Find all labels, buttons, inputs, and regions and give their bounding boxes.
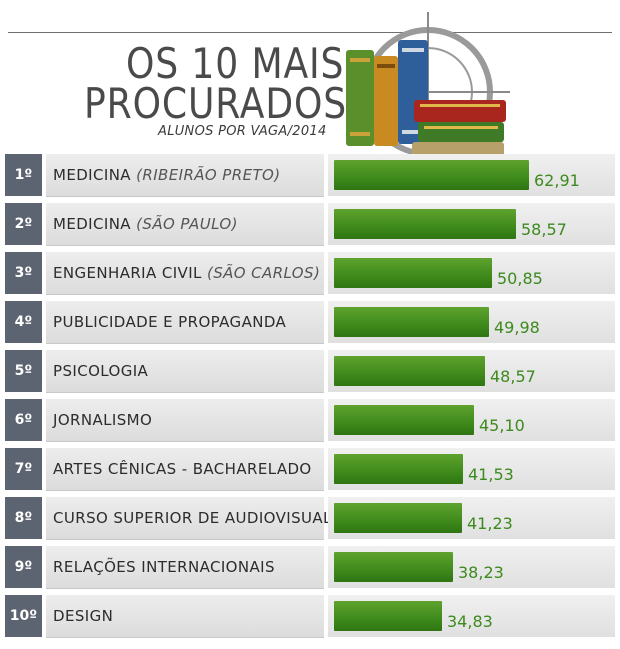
label-box	[46, 252, 324, 294]
ranking-row: 9º RELAÇÕES INTERNACIONAIS 38,23	[5, 546, 615, 588]
course-label: JORNALISMO	[53, 399, 152, 441]
course-location: (SÃO CARLOS)	[201, 264, 321, 282]
course-name: DESIGN	[53, 607, 114, 625]
value-label: 38,23	[458, 563, 504, 582]
ranking-row: 6º JORNALISMO 45,10	[5, 399, 615, 441]
rank-badge: 5º	[5, 350, 42, 392]
rank-badge: 10º	[5, 595, 42, 637]
course-name: RELAÇÕES INTERNACIONAIS	[53, 558, 275, 576]
course-name: ARTES CÊNICAS - BACHARELADO	[53, 460, 312, 478]
value-bar	[334, 454, 463, 484]
value-label: 50,85	[497, 269, 543, 288]
rank-badge: 8º	[5, 497, 42, 539]
ranking-row: 1º MEDICINA (RIBEIRÃO PRETO) 62,91	[5, 154, 615, 196]
value-bar	[334, 356, 485, 386]
rank-badge: 4º	[5, 301, 42, 343]
label-box	[46, 301, 324, 343]
label-box	[46, 546, 324, 588]
value-bar	[334, 209, 516, 239]
label-box	[46, 497, 324, 539]
rank-badge: 7º	[5, 448, 42, 490]
course-label: PSICOLOGIA	[53, 350, 148, 392]
books-target-icon	[346, 12, 510, 172]
rank-badge: 3º	[5, 252, 42, 294]
value-label: 41,23	[467, 514, 513, 533]
ranking-row: 2º MEDICINA (SÃO PAULO) 58,57	[5, 203, 615, 245]
title-line-2: PROCURADOS	[84, 79, 348, 128]
course-name: JORNALISMO	[53, 411, 153, 429]
course-name: PSICOLOGIA	[53, 362, 149, 380]
value-label: 48,57	[490, 367, 536, 386]
value-bar	[334, 601, 442, 631]
value-label: 62,91	[534, 171, 580, 190]
course-label: CURSO SUPERIOR DE AUDIOVISUAL	[53, 497, 332, 539]
course-name: MEDICINA	[53, 166, 131, 184]
course-label: DESIGN	[53, 595, 113, 637]
ranking-row: 10º DESIGN 34,83	[5, 595, 615, 637]
ranking-row: 4º PUBLICIDADE E PROPAGANDA 49,98	[5, 301, 615, 343]
subtitle: ALUNOS POR VAGA/2014	[158, 124, 327, 139]
course-label: ARTES CÊNICAS - BACHARELADO	[53, 448, 312, 490]
ranking-row: 7º ARTES CÊNICAS - BACHARELADO 41,53	[5, 448, 615, 490]
rank-badge: 6º	[5, 399, 42, 441]
value-bar	[334, 258, 492, 288]
label-box	[46, 448, 324, 490]
course-name: CURSO SUPERIOR DE AUDIOVISUAL	[53, 509, 332, 527]
course-label: RELAÇÕES INTERNACIONAIS	[53, 546, 275, 588]
ranking-row: 5º PSICOLOGIA 48,57	[5, 350, 615, 392]
value-bar	[334, 405, 474, 435]
label-box	[46, 154, 324, 196]
value-label: 45,10	[479, 416, 525, 435]
rank-badge: 9º	[5, 546, 42, 588]
title-line-1: OS 10 MAIS	[126, 39, 345, 88]
value-label: 49,98	[494, 318, 540, 337]
value-label: 41,53	[468, 465, 514, 484]
value-label: 58,57	[521, 220, 567, 239]
rank-badge: 2º	[5, 203, 42, 245]
course-location: (SÃO PAULO)	[130, 215, 238, 233]
value-bar	[334, 307, 489, 337]
label-box	[46, 595, 324, 637]
course-label: MEDICINA (RIBEIRÃO PRETO)	[53, 154, 280, 196]
rank-badge: 1º	[5, 154, 42, 196]
ranking-row: 8º CURSO SUPERIOR DE AUDIOVISUAL 41,23	[5, 497, 615, 539]
label-box	[46, 399, 324, 441]
value-bar	[334, 503, 462, 533]
top-divider	[8, 32, 612, 33]
value-label: 34,83	[447, 612, 493, 631]
value-bar	[334, 552, 453, 582]
course-name: MEDICINA	[53, 215, 131, 233]
course-label: PUBLICIDADE E PROPAGANDA	[53, 301, 286, 343]
course-name: PUBLICIDADE E PROPAGANDA	[53, 313, 287, 331]
course-location: (RIBEIRÃO PRETO)	[130, 166, 281, 184]
value-bar	[334, 160, 529, 190]
course-name: ENGENHARIA CIVIL	[53, 264, 202, 282]
ranking-row: 3º ENGENHARIA CIVIL (SÃO CARLOS) 50,85	[5, 252, 615, 294]
label-box	[46, 203, 324, 245]
label-box	[46, 350, 324, 392]
course-label: ENGENHARIA CIVIL (SÃO CARLOS)	[53, 252, 320, 294]
course-label: MEDICINA (SÃO PAULO)	[53, 203, 238, 245]
